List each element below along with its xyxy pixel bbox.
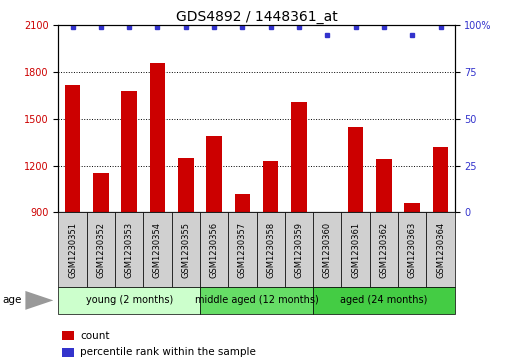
Polygon shape — [25, 291, 53, 310]
Text: age: age — [3, 295, 22, 305]
Bar — [313, 287, 455, 314]
Bar — [285, 212, 313, 287]
Text: GSM1230356: GSM1230356 — [210, 221, 218, 278]
Bar — [62, 348, 74, 357]
Bar — [313, 212, 341, 287]
Text: aged (24 months): aged (24 months) — [340, 295, 428, 305]
Bar — [320, 212, 335, 216]
Bar — [206, 136, 222, 212]
Bar — [172, 212, 200, 287]
Text: percentile rank within the sample: percentile rank within the sample — [80, 347, 256, 357]
Bar — [143, 212, 172, 287]
Bar — [65, 85, 80, 212]
Text: GSM1230352: GSM1230352 — [97, 221, 105, 278]
Bar — [433, 147, 448, 212]
Bar — [426, 212, 455, 287]
Bar — [200, 287, 313, 314]
Bar — [341, 212, 370, 287]
Text: GSM1230351: GSM1230351 — [68, 221, 77, 278]
Bar — [257, 212, 285, 287]
Bar — [58, 287, 200, 314]
Bar — [404, 203, 420, 212]
Text: GSM1230361: GSM1230361 — [351, 221, 360, 278]
Text: GSM1230358: GSM1230358 — [266, 221, 275, 278]
Bar — [263, 161, 278, 212]
Text: GSM1230362: GSM1230362 — [379, 221, 389, 278]
Title: GDS4892 / 1448361_at: GDS4892 / 1448361_at — [176, 11, 337, 24]
Text: GSM1230357: GSM1230357 — [238, 221, 247, 278]
Bar — [370, 212, 398, 287]
Bar — [93, 174, 109, 212]
Bar — [115, 212, 143, 287]
Bar — [348, 127, 363, 212]
Bar — [87, 212, 115, 287]
Text: GSM1230353: GSM1230353 — [124, 221, 134, 278]
Bar — [235, 194, 250, 212]
Text: GSM1230363: GSM1230363 — [408, 221, 417, 278]
Text: GSM1230359: GSM1230359 — [295, 221, 303, 278]
Bar — [62, 331, 74, 340]
Text: GSM1230355: GSM1230355 — [181, 221, 190, 278]
Text: count: count — [80, 331, 110, 341]
Bar — [200, 212, 228, 287]
Bar — [58, 212, 87, 287]
Text: young (2 months): young (2 months) — [85, 295, 173, 305]
Bar — [376, 159, 392, 212]
Bar — [291, 102, 307, 212]
Text: GSM1230360: GSM1230360 — [323, 221, 332, 278]
Text: GSM1230364: GSM1230364 — [436, 221, 445, 278]
Text: middle aged (12 months): middle aged (12 months) — [195, 295, 319, 305]
Bar — [178, 158, 194, 212]
Bar — [150, 63, 165, 212]
Bar — [121, 91, 137, 212]
Bar — [228, 212, 257, 287]
Text: GSM1230354: GSM1230354 — [153, 221, 162, 278]
Bar — [398, 212, 426, 287]
